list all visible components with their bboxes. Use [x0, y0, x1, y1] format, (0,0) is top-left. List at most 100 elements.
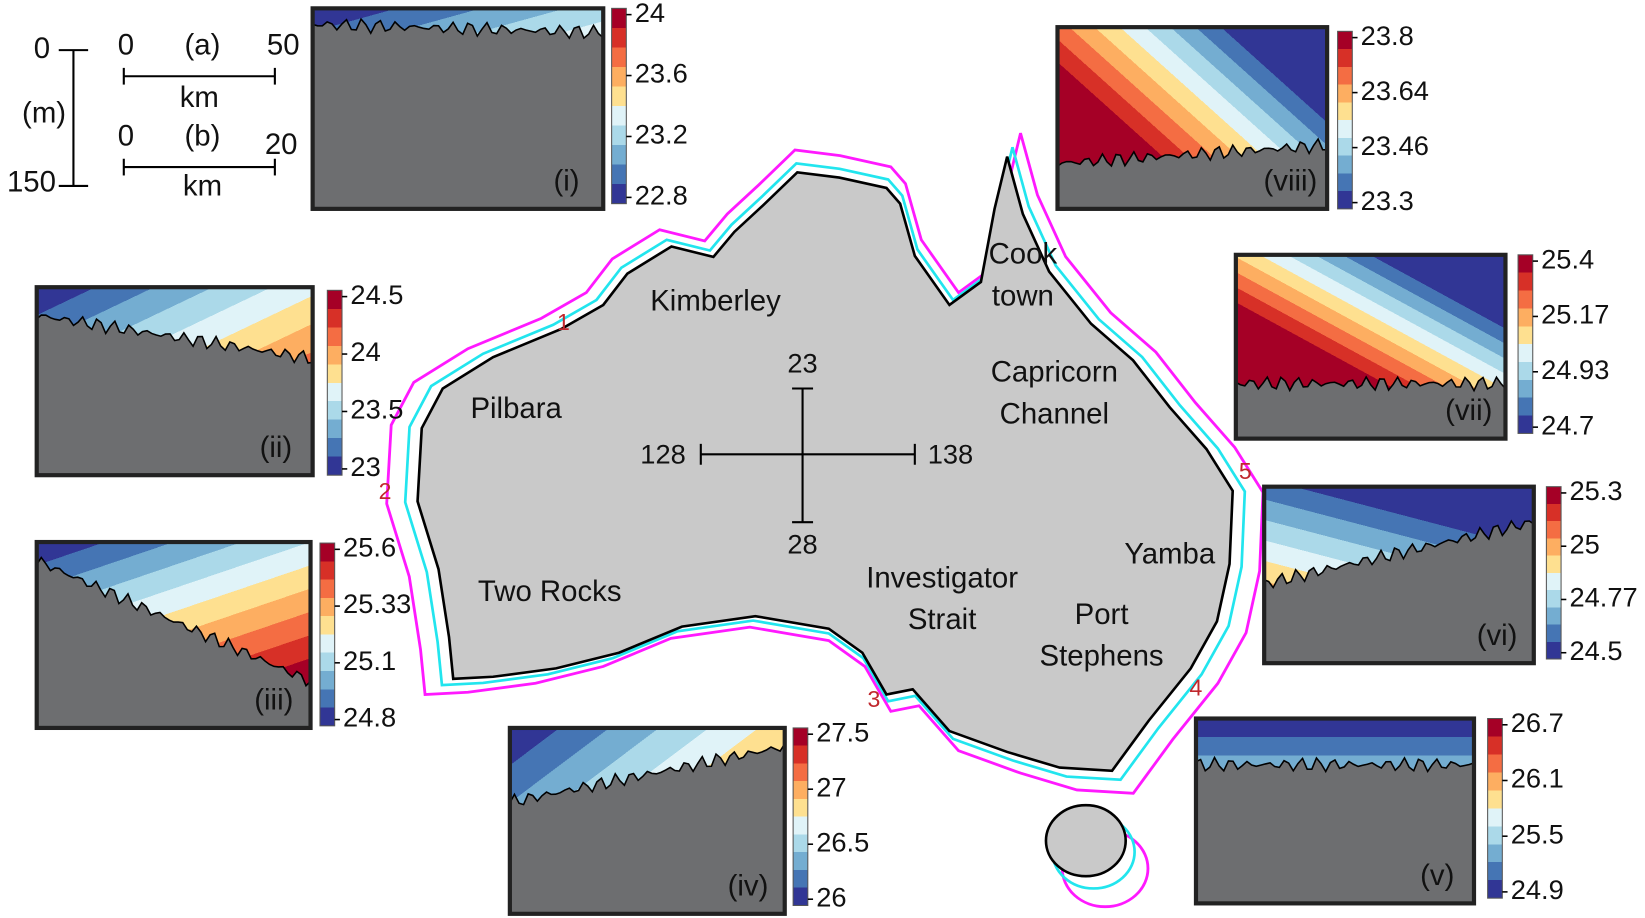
colorbar: [1337, 30, 1353, 210]
scale-text: km: [180, 81, 219, 114]
transect-number: 2: [379, 478, 392, 504]
region-label: Channel: [1000, 397, 1109, 430]
colorbar-label: 27: [816, 771, 846, 802]
panel-label: (viii): [1263, 165, 1317, 198]
colorbar-label: 23.3: [1361, 185, 1414, 216]
section-panel: (vi) 25.3 25 24.77 24.5: [1262, 475, 1638, 666]
colorbar-label: 23.8: [1361, 20, 1414, 51]
seabed: [1056, 137, 1328, 210]
section-panel: (iv) 27.5 27 26.5 26: [507, 716, 869, 916]
region-label: Stephens: [1040, 640, 1164, 673]
panel-label: (vii): [1445, 394, 1492, 427]
seabed: [509, 740, 786, 915]
scale-text: (m): [22, 97, 66, 130]
colorbar-label: 26: [816, 881, 846, 912]
seabed: [1195, 755, 1475, 905]
colorbar: [792, 727, 809, 906]
colorbar-label: 23.2: [635, 119, 688, 150]
panel-frame: [310, 6, 606, 211]
transect-number: 4: [1190, 674, 1203, 700]
region-label: Capricorn: [991, 356, 1118, 389]
colorbar-label: 24.7: [1541, 409, 1594, 440]
transect-number: 3: [867, 686, 880, 712]
colorbar: [1517, 254, 1534, 434]
lon-label: 128: [640, 439, 685, 470]
seabed: [1235, 375, 1507, 440]
panel-frame: [34, 539, 313, 731]
seabed: [311, 17, 605, 210]
colorbar: [1487, 718, 1503, 899]
colorbar-label: 23.46: [1361, 130, 1429, 161]
region-label: Port: [1075, 598, 1129, 631]
lat-label: 23: [787, 348, 817, 379]
section-panel: (v) 26.7 26.1 25.5 24.9: [1193, 707, 1564, 906]
colorbar-label: 25.17: [1541, 299, 1609, 330]
transect-number: 1: [557, 309, 570, 335]
colorbar-label: 24: [350, 336, 380, 367]
colorbar-label: 23: [350, 451, 380, 482]
panel-label: (i): [553, 165, 579, 198]
seabed: [35, 314, 314, 476]
lat-label: 28: [787, 528, 817, 559]
region-label: Investigator: [866, 561, 1018, 594]
scale-text: km: [183, 170, 222, 203]
colorbar: [1545, 486, 1562, 660]
colorbar-label: 24.9: [1511, 874, 1564, 905]
section-panel: (ii) 24.5 24 23.5 23: [34, 279, 403, 482]
colorbar-label: 26.1: [1511, 763, 1564, 794]
colorbar: [326, 289, 343, 476]
scale-text: (b): [185, 120, 221, 153]
colorbar-label: 23.6: [635, 58, 688, 89]
panel-label: (v): [1420, 859, 1454, 892]
section-panel: (vii) 25.4 25.17 24.93 24.7: [1233, 243, 1609, 441]
region-label: town: [992, 279, 1054, 312]
map: 23 28 128 138: [385, 131, 1265, 909]
section-panel: (iii) 25.6 25.33 25.1 24.8: [34, 532, 411, 733]
seabed: [1263, 519, 1535, 664]
colorbar-label: 24.5: [1569, 635, 1622, 666]
colorbar-label: 27.5: [816, 716, 869, 747]
colorbar-label: 26.7: [1511, 707, 1564, 738]
scale-text: 20: [265, 128, 298, 161]
scale-text: 0: [118, 29, 134, 62]
region-label: Cook: [989, 238, 1058, 271]
panel-frame: [1262, 484, 1536, 666]
colorbar-label: 24.8: [343, 702, 396, 733]
scale-text: 0: [34, 32, 50, 65]
panel-frame: [1193, 716, 1477, 906]
colorbar-label: 25.3: [1569, 475, 1622, 506]
lon-label: 138: [928, 439, 973, 470]
colorbar: [319, 542, 336, 727]
scale-text: 0: [118, 120, 134, 153]
transect-number: 5: [1239, 458, 1252, 484]
panel-label: (iv): [728, 869, 769, 902]
scale-text: 50: [267, 29, 300, 62]
region-label: Pilbara: [470, 392, 562, 425]
colorbar-label: 25.4: [1541, 243, 1594, 274]
region-label: Yamba: [1124, 537, 1216, 570]
panel-label: (iii): [254, 684, 293, 717]
colorbar-label: 24.5: [350, 279, 403, 310]
scale-text: 150: [7, 166, 56, 199]
colorbar: [611, 7, 627, 205]
section-panel: (i) 24 23.6 23.2 22.8: [310, 0, 688, 211]
colorbar-label: 23.5: [350, 394, 403, 425]
panel-frame: [507, 725, 787, 916]
panel-frame: [1055, 25, 1330, 211]
panel-label: (vi): [1477, 619, 1518, 652]
section-panel: (viii) 23.8 23.64 23.46 23.3: [1055, 20, 1429, 216]
panel-frame: [1233, 252, 1508, 441]
colorbar-label: 22.8: [635, 180, 688, 211]
colorbar-label: 26.5: [816, 826, 869, 857]
region-label: Strait: [908, 603, 977, 636]
scale-text: (a): [185, 29, 221, 62]
colorbar-label: 25.6: [343, 532, 396, 563]
colorbar-label: 23.64: [1361, 75, 1429, 106]
scale-legend: [58, 49, 276, 187]
region-label: Two Rocks: [478, 575, 622, 608]
region-label: Kimberley: [650, 285, 781, 318]
colorbar-label: 25.33: [343, 588, 411, 619]
panel-frame: [34, 285, 315, 478]
